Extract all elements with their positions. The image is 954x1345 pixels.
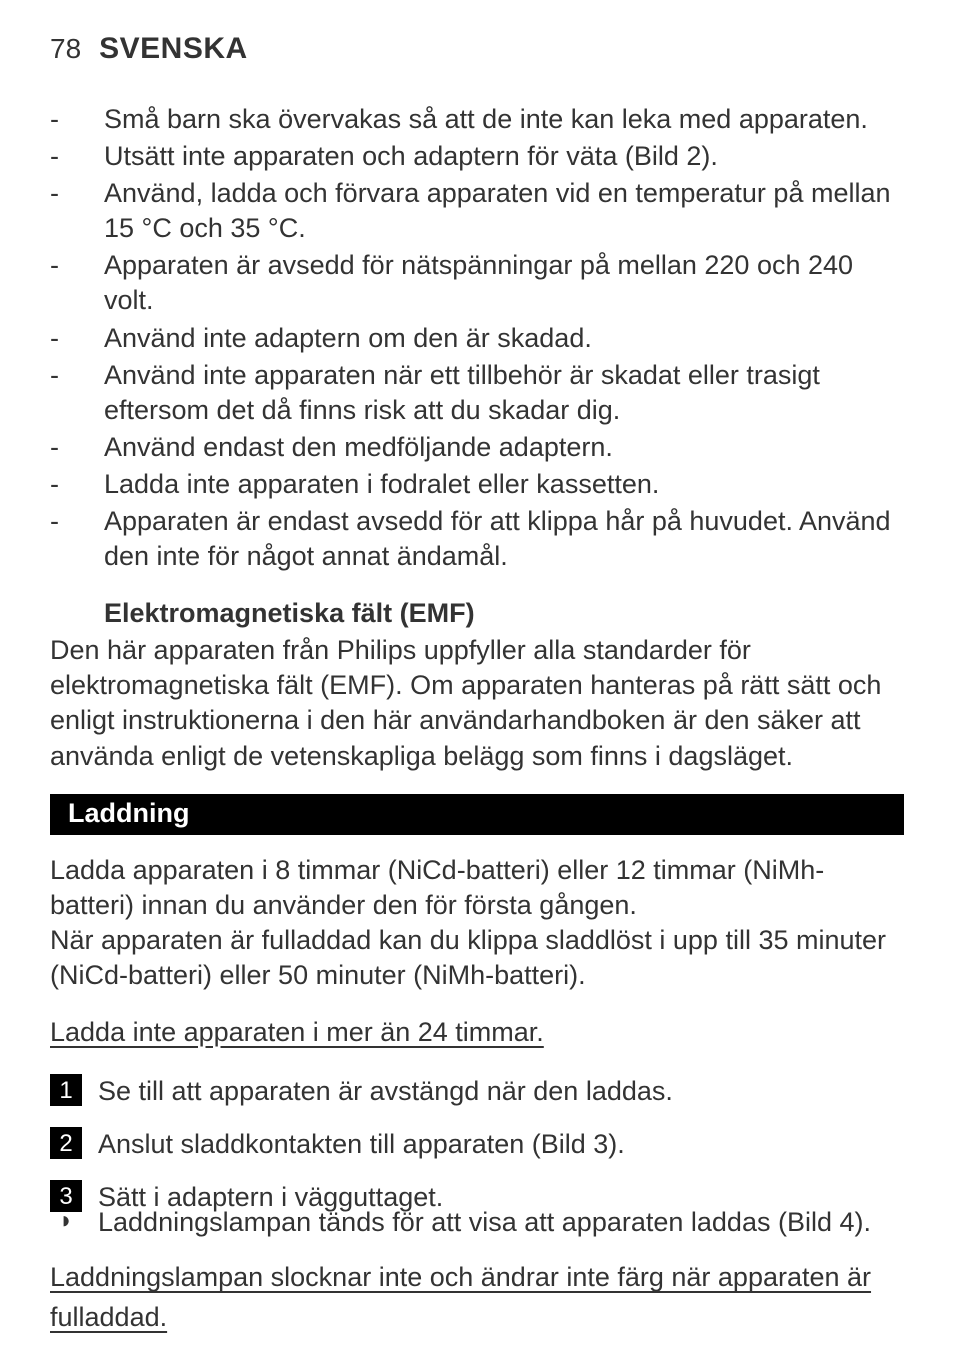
bullet-text: Utsätt inte apparaten och adaptern för v… [104, 139, 904, 174]
dash-icon: - [50, 358, 104, 428]
safety-bullet-list: -Små barn ska övervakas så att de inte k… [50, 102, 904, 574]
charging-intro: Ladda apparaten i 8 timmar (NiCd-batteri… [50, 853, 904, 993]
list-item: -Apparaten är endast avsedd för att klip… [50, 504, 904, 574]
list-item: -Apparaten är avsedd för nätspänningar p… [50, 248, 904, 318]
bullet-text: Använd inte adaptern om den är skadad. [104, 321, 904, 356]
step-number-badge: 1 [50, 1074, 82, 1106]
result-row: ◗ Laddningslampan tänds för att visa att… [50, 1205, 904, 1240]
step-text: Anslut sladdkontakten till apparaten (Bi… [98, 1127, 904, 1162]
list-item: -Små barn ska övervakas så att de inte k… [50, 102, 904, 137]
dash-icon: - [50, 321, 104, 356]
list-item: -Använd endast den medföljande adaptern. [50, 430, 904, 465]
dash-icon: - [50, 248, 104, 318]
result-text: Laddningslampan tänds för att visa att a… [98, 1205, 871, 1240]
step-row: 1 Se till att apparaten är avstängd när … [50, 1074, 904, 1109]
page-number: 78 [50, 33, 81, 65]
list-item: -Använd inte apparaten när ett tillbehör… [50, 358, 904, 428]
result-arrow-icon: ◗ [50, 1205, 82, 1236]
step-text: Se till att apparaten är avstängd när de… [98, 1074, 904, 1109]
bullet-text: Ladda inte apparaten i fodralet eller ka… [104, 467, 904, 502]
list-item: -Ladda inte apparaten i fodralet eller k… [50, 467, 904, 502]
dash-icon: - [50, 504, 104, 574]
dash-icon: - [50, 467, 104, 502]
step-number-badge: 2 [50, 1127, 82, 1159]
dash-icon: - [50, 430, 104, 465]
bullet-text: Använd, ladda och förvara apparaten vid … [104, 176, 904, 246]
emf-heading: Elektromagnetiska fält (EMF) [104, 598, 904, 629]
bullet-text: Använd endast den medföljande adaptern. [104, 430, 904, 465]
emf-paragraph: Den här apparaten från Philips uppfyller… [50, 633, 904, 773]
charging-warning-1: Ladda inte apparaten i mer än 24 timmar. [50, 1013, 904, 1052]
list-item: -Använd inte adaptern om den är skadad. [50, 321, 904, 356]
page-language: SVENSKA [99, 32, 248, 66]
list-item: -Utsätt inte apparaten och adaptern för … [50, 139, 904, 174]
dash-icon: - [50, 139, 104, 174]
list-item: -Använd, ladda och förvara apparaten vid… [50, 176, 904, 246]
bullet-text: Apparaten är endast avsedd för att klipp… [104, 504, 904, 574]
charging-warning-2: Laddningslampan slocknar inte och ändrar… [50, 1258, 904, 1336]
step-row: 2 Anslut sladdkontakten till apparaten (… [50, 1127, 904, 1162]
bullet-text: Små barn ska övervakas så att de inte ka… [104, 102, 904, 137]
bullet-text: Använd inte apparaten när ett tillbehör … [104, 358, 904, 428]
dash-icon: - [50, 176, 104, 246]
page-header: 78 SVENSKA [50, 32, 904, 66]
section-bar-charging: Laddning [50, 794, 904, 835]
bullet-text: Apparaten är avsedd för nätspänningar på… [104, 248, 904, 318]
dash-icon: - [50, 102, 104, 137]
